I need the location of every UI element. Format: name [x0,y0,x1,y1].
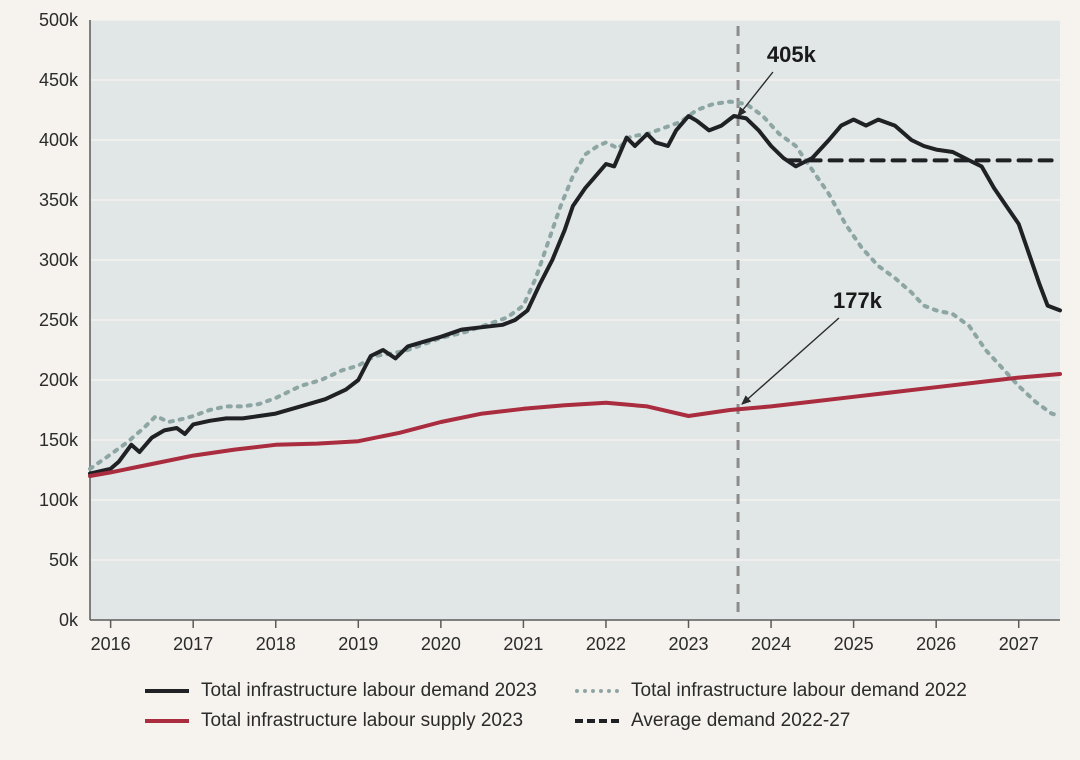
x-tick-label: 2025 [834,634,874,654]
legend-swatch [575,689,619,693]
legend-item: Total infrastructure labour demand 2022 [575,680,1045,702]
legend-swatch [575,719,619,723]
x-tick-label: 2021 [503,634,543,654]
x-tick-label: 2020 [421,634,461,654]
x-tick-label: 2016 [91,634,131,654]
annotation-label: 405k [767,42,817,67]
x-tick-label: 2018 [256,634,296,654]
legend-label: Total infrastructure labour demand 2023 [201,680,537,702]
x-tick-label: 2027 [999,634,1039,654]
y-tick-label: 450k [39,70,79,90]
legend-item: Total infrastructure labour supply 2023 [145,710,565,732]
legend: Total infrastructure labour demand 2023 T… [145,680,1045,732]
y-tick-label: 350k [39,190,79,210]
legend-item: Total infrastructure labour demand 2023 [145,680,565,702]
y-tick-label: 150k [39,430,79,450]
y-tick-label: 50k [49,550,79,570]
y-tick-label: 300k [39,250,79,270]
x-tick-label: 2023 [668,634,708,654]
y-tick-label: 250k [39,310,79,330]
chart-svg: 0k 50k 100k 150k 200k 250k 300k 350k 400k 450k 500… [0,0,1080,670]
x-tick-label: 2019 [338,634,378,654]
y-tick-label: 100k [39,490,79,510]
x-tick-label: 2017 [173,634,213,654]
legend-label: Average demand 2022-27 [631,710,850,732]
y-tick-label: 400k [39,130,79,150]
legend-label: Total infrastructure labour demand 2022 [631,680,967,702]
chart-container: 0k 50k 100k 150k 200k 250k 300k 350k 400k 450k 500… [0,0,1080,760]
y-tick-label: 500k [39,10,79,30]
legend-swatch [145,689,189,693]
y-tick-label: 200k [39,370,79,390]
annotation-label: 177k [833,288,883,313]
legend-label: Total infrastructure labour supply 2023 [201,710,523,732]
x-tick-label: 2022 [586,634,626,654]
x-tick-label: 2026 [916,634,956,654]
legend-item: Average demand 2022-27 [575,710,1045,732]
y-tick-label: 0k [59,610,79,630]
legend-swatch [145,719,189,723]
x-tick-label: 2024 [751,634,791,654]
